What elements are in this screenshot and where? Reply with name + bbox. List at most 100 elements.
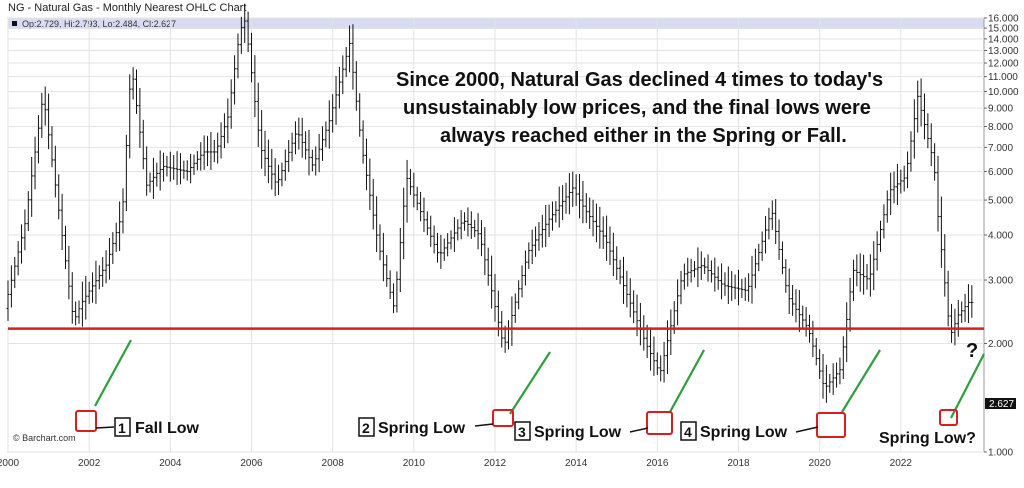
ohlc-bar (104, 250, 108, 284)
ohlc-bar (135, 69, 139, 114)
low-box-5 (939, 409, 958, 426)
x-tick-label: 2000 (0, 458, 20, 469)
ohlc-bar (162, 152, 166, 182)
ohlc-bar (916, 80, 920, 133)
ohlc-bar (824, 364, 828, 403)
ohlc-bar (862, 254, 866, 295)
ohlc-bar (571, 171, 575, 208)
ohlc-bar (408, 168, 412, 195)
ohlc-bar (615, 246, 619, 281)
ohlc-bar (398, 228, 402, 293)
ohlc-bar (476, 213, 480, 250)
ohlc-bar (351, 24, 355, 90)
ohlc-bar (720, 263, 724, 300)
callout-1: 1 Fall Low (95, 417, 200, 437)
ohlc-bar (943, 234, 947, 297)
ohlc-bar (141, 119, 145, 170)
ohlc-bar (226, 98, 230, 144)
ohlc-bar (463, 212, 467, 231)
ohlc-bar (513, 293, 517, 323)
y-axis: 1.000 2.000 3.000 4.000 5.000 6.000 7.000 8.000… (984, 14, 1019, 459)
ohlc-bar (540, 214, 544, 248)
ohlc-bar (317, 133, 321, 173)
ohlc-bar (452, 217, 456, 252)
ohlc-bar (30, 156, 34, 217)
ohlc-bar (429, 215, 433, 247)
callout-5-text: Spring Low? (879, 430, 976, 447)
y-tick-label: 14.000 (988, 34, 1019, 45)
ohlc-bar (760, 231, 764, 261)
ohlc-bar (939, 196, 943, 268)
ohlc-bar (375, 196, 379, 253)
ohlc-bar (6, 280, 10, 321)
last-price-tag (985, 398, 1016, 409)
ohlc-bar (550, 201, 554, 231)
low-highlight-boxes (75, 409, 958, 438)
ohlc-bar (865, 263, 869, 290)
ohlc-bar (172, 155, 176, 180)
ohlc-bar (649, 327, 653, 371)
ohlc-bar (659, 355, 663, 382)
y-tick-label: 1.000 (988, 448, 1013, 459)
ohlc-bar (307, 129, 311, 176)
ohlc-bar (266, 139, 270, 184)
ohlc-bar (121, 188, 125, 234)
ohlc-bar (354, 61, 358, 111)
ohlc-bar (300, 117, 304, 158)
ohlc-bar (324, 121, 328, 148)
ohlc-bar (851, 259, 855, 302)
ohlc-bar (229, 79, 233, 129)
legend-swatch (12, 21, 17, 26)
x-tick-label: 2018 (727, 458, 750, 469)
ohlc-bar (628, 278, 632, 318)
chart-title: NG - Natural Gas - Monthly Nearest OHLC … (8, 2, 246, 14)
ohlc-bar (713, 257, 717, 292)
ohlc-bar (344, 47, 348, 78)
low-box-1 (75, 410, 97, 432)
ohlc-bar (33, 136, 37, 190)
ohlc-bar (456, 219, 460, 241)
ohlc-bar (446, 233, 450, 257)
ohlc-bar (337, 66, 341, 109)
ohlc-bar (40, 92, 44, 138)
ohlc-bar (743, 277, 747, 301)
ohlc-bar (297, 117, 301, 150)
ohlc-readout: Op:2.729, Hi:2.793, Lo:2.484, Cl:2.627 (22, 19, 176, 29)
ohlc-bar (882, 204, 886, 239)
ohlc-bar (716, 266, 720, 290)
x-tick-label: 2020 (809, 458, 832, 469)
ohlc-bar (929, 123, 933, 167)
ohlc-bar (260, 110, 264, 169)
ohlc-bar (364, 138, 368, 191)
x-tick-label: 2022 (890, 458, 913, 469)
ohlc-bar (287, 139, 291, 173)
callout-2-text: Spring Low (378, 420, 466, 437)
ohlc-bar (67, 245, 71, 300)
ohlc-bar (449, 230, 453, 250)
ohlc-bar (517, 280, 521, 310)
y-tick-label: 6.000 (988, 167, 1013, 178)
ohlc-bar (192, 154, 196, 175)
x-tick-label: 2004 (159, 458, 182, 469)
callout-3-leader (629, 427, 649, 433)
ohlc-bar (879, 220, 883, 252)
trend-line-2 (509, 351, 551, 415)
ohlc-bar (270, 148, 274, 190)
ohlc-bar (165, 155, 169, 177)
ohlc-bar (875, 231, 879, 271)
ohlc-bar (114, 222, 118, 252)
ohlc-bar (50, 126, 54, 168)
callout-4: 4 Spring Low (680, 421, 819, 441)
callout-3-number-box (514, 421, 531, 441)
trend-line-3 (669, 349, 705, 413)
ohlc-bar (392, 283, 396, 314)
ohlc-bar (584, 193, 588, 224)
ohlc-bar (966, 284, 970, 324)
ohlc-bar (199, 142, 203, 171)
y-tick-label: 12.000 (988, 59, 1019, 70)
y-tick-label: 2.000 (988, 339, 1013, 350)
ohlc-bar (435, 232, 439, 263)
ohlc-bar (537, 222, 541, 251)
ohlc-bar (902, 165, 906, 192)
